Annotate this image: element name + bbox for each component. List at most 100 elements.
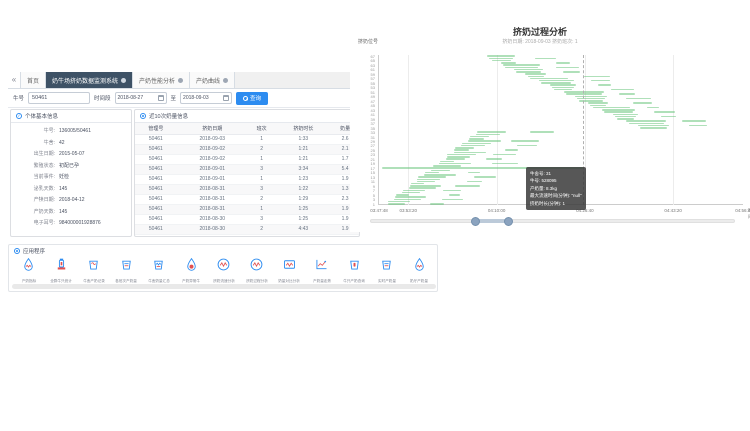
milking-bar[interactable] [448,194,460,196]
milking-bar[interactable] [402,191,420,194]
milking-bar[interactable] [611,88,634,91]
app-shortcut-3[interactable]: 各班次产奶量 [111,257,142,283]
milking-bar[interactable] [554,88,573,91]
milking-bar[interactable] [505,149,518,151]
milking-bar[interactable] [618,93,635,95]
datazoom-slider[interactable] [370,216,735,226]
milking-bar[interactable] [625,97,652,100]
milking-bar[interactable] [442,189,462,192]
milking-bar[interactable] [613,113,639,116]
milking-bar[interactable] [469,135,490,138]
milking-bar[interactable] [473,176,496,178]
milking-bar[interactable] [394,198,421,201]
milking-bar[interactable] [417,178,441,180]
horizontal-scrollbar[interactable] [12,284,436,289]
milking-bar[interactable] [493,153,517,156]
milking-bar[interactable] [681,120,706,122]
start-date-input[interactable]: 2018-08-27 [114,92,167,104]
milking-bar[interactable] [603,111,634,113]
milking-bar[interactable] [628,122,664,125]
milking-bar[interactable] [468,138,484,140]
milking-bar[interactable] [439,160,454,163]
milking-bar[interactable] [418,176,446,178]
milking-bar[interactable] [492,162,519,165]
milking-bar[interactable] [441,198,464,201]
milking-bar[interactable] [461,142,491,145]
milking-bar[interactable] [502,64,541,66]
milking-bar[interactable] [446,156,471,158]
milking-bar[interactable] [500,62,516,64]
app-shortcut-12[interactable]: 奶厅产奶量 [404,257,435,283]
tab-0[interactable]: 首页 [21,72,47,88]
milking-bar[interactable] [381,167,583,169]
milking-bar[interactable] [467,171,480,174]
milking-bar[interactable] [577,97,605,100]
milking-bar[interactable] [454,149,469,151]
milking-bar[interactable] [425,171,439,174]
milking-bar[interactable] [574,95,607,98]
milking-bar[interactable] [590,79,611,82]
milking-bar[interactable] [646,106,659,109]
datazoom-right-handle[interactable] [504,216,514,226]
milking-bar[interactable] [395,196,427,198]
milking-bar[interactable] [468,140,502,142]
cow-no-input[interactable] [28,92,91,104]
app-shortcut-9[interactable]: 产奶量走势 [306,257,337,283]
app-shortcut-6[interactable]: 挤奶流速分析 [208,257,239,283]
app-shortcut-7[interactable]: 挤奶过程分析 [241,257,272,283]
datazoom-track[interactable] [370,219,735,223]
table-row[interactable]: 50461 2018-09-03 1 1:33 2.6 [135,134,359,145]
query-button[interactable]: 查询 [236,91,269,105]
table-row[interactable]: 50461 2018-08-30 2 4:43 1.9 [135,224,359,235]
milking-bar[interactable] [486,158,503,160]
milking-bar[interactable] [529,77,569,80]
milking-bar[interactable] [535,57,556,60]
table-row[interactable]: 50461 2018-09-02 2 1:21 2.1 [135,144,359,155]
milking-bar[interactable] [487,55,515,57]
milking-bar[interactable] [633,102,652,104]
table-row[interactable]: 50461 2018-08-31 1 1:25 1.9 [135,204,359,215]
milking-bar[interactable] [514,68,544,71]
milking-bar[interactable] [424,174,457,176]
tab-close-icon[interactable] [178,77,184,83]
milking-bar[interactable] [455,147,475,149]
milking-bar[interactable] [409,187,436,189]
milking-bar[interactable] [661,115,677,118]
table-row[interactable]: 50461 2018-08-31 3 1:22 1.3 [135,184,359,195]
end-date-input[interactable]: 2018-09-03 [180,92,233,104]
milking-bar[interactable] [583,75,610,78]
milking-bar[interactable] [653,111,676,113]
milking-bar[interactable] [525,73,547,75]
milking-bar[interactable] [527,75,545,78]
milking-bar[interactable] [453,151,487,154]
milking-bar[interactable] [402,189,426,192]
milking-bar[interactable] [588,102,608,104]
milking-bar[interactable] [617,118,635,120]
milking-bar[interactable] [517,144,538,147]
tab-1[interactable]: 奶牛场挤奶数据监测系统 [46,72,134,88]
milking-bar[interactable] [516,71,541,73]
milking-bar[interactable] [541,82,572,84]
datazoom-left-handle[interactable] [471,216,481,226]
milking-bar[interactable] [538,79,574,82]
milking-bar[interactable] [637,124,669,127]
milking-bar[interactable] [639,127,667,129]
milking-bar[interactable] [590,104,606,107]
milking-bar[interactable] [489,57,513,60]
milking-bar[interactable] [579,100,603,102]
milking-bar[interactable] [552,86,575,89]
datazoom-selected-range[interactable] [475,219,509,223]
milking-bar[interactable] [598,84,612,86]
milking-bar[interactable] [615,115,637,118]
milking-bar[interactable] [592,106,631,109]
milking-bar[interactable] [388,200,411,203]
milking-bar[interactable] [466,180,483,183]
milking-bar[interactable] [688,124,707,127]
collapse-tabs-button[interactable]: « [8,72,21,88]
milking-bar[interactable] [476,131,506,133]
milking-bar[interactable] [447,153,476,156]
table-row[interactable]: 50461 2018-08-31 2 1:29 2.3 [135,194,359,205]
milking-bar[interactable] [626,120,666,122]
table-row[interactable]: 50461 2018-09-02 1 1:21 1.7 [135,154,359,165]
milking-bar[interactable] [550,84,577,86]
